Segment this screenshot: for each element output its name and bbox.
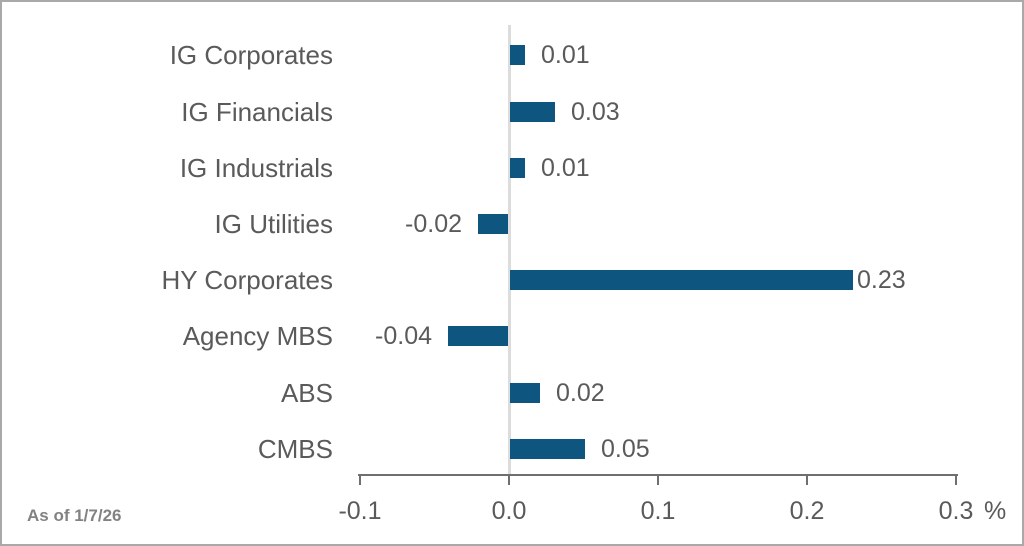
bar-value-label: 0.23 bbox=[857, 266, 906, 294]
bar bbox=[510, 439, 585, 459]
bar bbox=[448, 326, 508, 346]
bar-value-label: 0.03 bbox=[571, 98, 620, 126]
bar-value-label: -0.02 bbox=[405, 210, 462, 238]
category-label: IG Corporates bbox=[169, 40, 333, 70]
bar bbox=[510, 102, 555, 122]
category-label: IG Industrials bbox=[179, 153, 333, 183]
bar bbox=[510, 383, 540, 403]
bar-value-label: -0.04 bbox=[375, 322, 432, 350]
x-axis-tick-label: 0.2 bbox=[789, 497, 825, 525]
zero-baseline bbox=[507, 25, 511, 474]
bar bbox=[478, 214, 508, 234]
category-label: HY Corporates bbox=[161, 265, 334, 295]
x-axis-tick-label: 0.3 bbox=[938, 497, 974, 525]
x-axis-unit-label: % bbox=[984, 497, 1007, 525]
bar bbox=[510, 158, 525, 178]
x-axis-tick-label: -0.1 bbox=[338, 497, 382, 525]
bar-value-label: 0.02 bbox=[556, 379, 605, 407]
x-axis-tick bbox=[955, 474, 957, 485]
x-axis-tick-label: 0.0 bbox=[491, 497, 527, 525]
category-label: IG Utilities bbox=[214, 209, 333, 239]
bar bbox=[510, 45, 525, 65]
bar-value-label: 0.01 bbox=[541, 154, 590, 182]
x-axis-tick bbox=[508, 474, 510, 485]
category-label: Agency MBS bbox=[182, 321, 333, 351]
x-axis-tick bbox=[657, 474, 659, 485]
x-axis-tick-label: 0.1 bbox=[640, 497, 676, 525]
category-label: IG Financials bbox=[181, 97, 333, 127]
as-of-footnote: As of 1/7/26 bbox=[27, 506, 122, 525]
x-axis-tick bbox=[806, 474, 808, 485]
x-axis-tick bbox=[359, 474, 361, 485]
bar-value-label: 0.05 bbox=[601, 435, 650, 463]
category-label: CMBS bbox=[257, 434, 333, 464]
bar-value-label: 0.01 bbox=[541, 41, 590, 69]
bar bbox=[510, 270, 853, 290]
category-label: ABS bbox=[280, 378, 333, 408]
